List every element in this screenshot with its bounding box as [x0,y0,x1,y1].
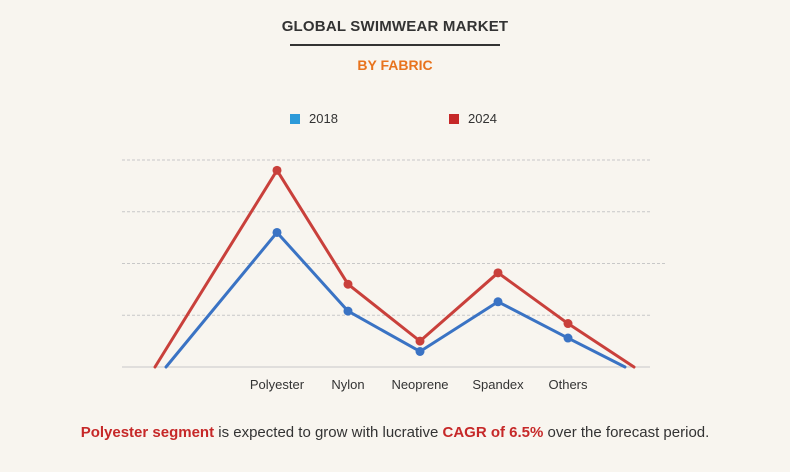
footer-text-middle: is expected to grow with lucrative [214,424,443,441]
legend-item-2024: 2024 [449,111,497,126]
data-point-2018-nylon [343,306,353,316]
legend-swatch-2018 [290,113,300,124]
series-line-2018 [164,230,627,369]
legend-label-2018: 2018 [309,111,338,126]
chart-title: GLOBAL SWIMWEAR MARKET [281,18,509,35]
data-point-2024-spandex [493,268,503,278]
legend-item-2018: 2018 [290,111,338,126]
footer-segment-highlight: Polyester segment [80,424,215,441]
x-tick-label-spandex: Spandex [472,377,524,392]
legend-swatch-2024 [449,113,459,124]
footer-statement: Polyester segment is expected to grow wi… [0,424,790,441]
x-tick-label-others: Others [548,377,588,392]
data-point-2018-others [563,333,573,343]
x-tick-label-polyester: Polyester [250,377,305,392]
x-tick-label-nylon: Nylon [331,377,364,392]
data-point-2018-spandex [493,297,503,307]
data-point-2024-polyester [272,165,282,175]
data-point-2018-polyester [272,227,282,237]
footer-cagr-highlight: CAGR of 6.5% [442,424,544,441]
data-point-2024-nylon [343,279,353,289]
footer-text-end: over the forecast period. [543,424,710,441]
data-point-2024-neoprene [415,336,425,346]
x-tick-label-neoprene: Neoprene [391,377,448,392]
data-point-2018-neoprene [415,346,425,356]
legend: 2018 2024 [0,111,790,129]
data-point-2024-others [563,319,573,329]
legend-label-2024: 2024 [468,111,497,126]
chart-subtitle: BY FABRIC [357,57,433,73]
title-underline [290,44,500,46]
